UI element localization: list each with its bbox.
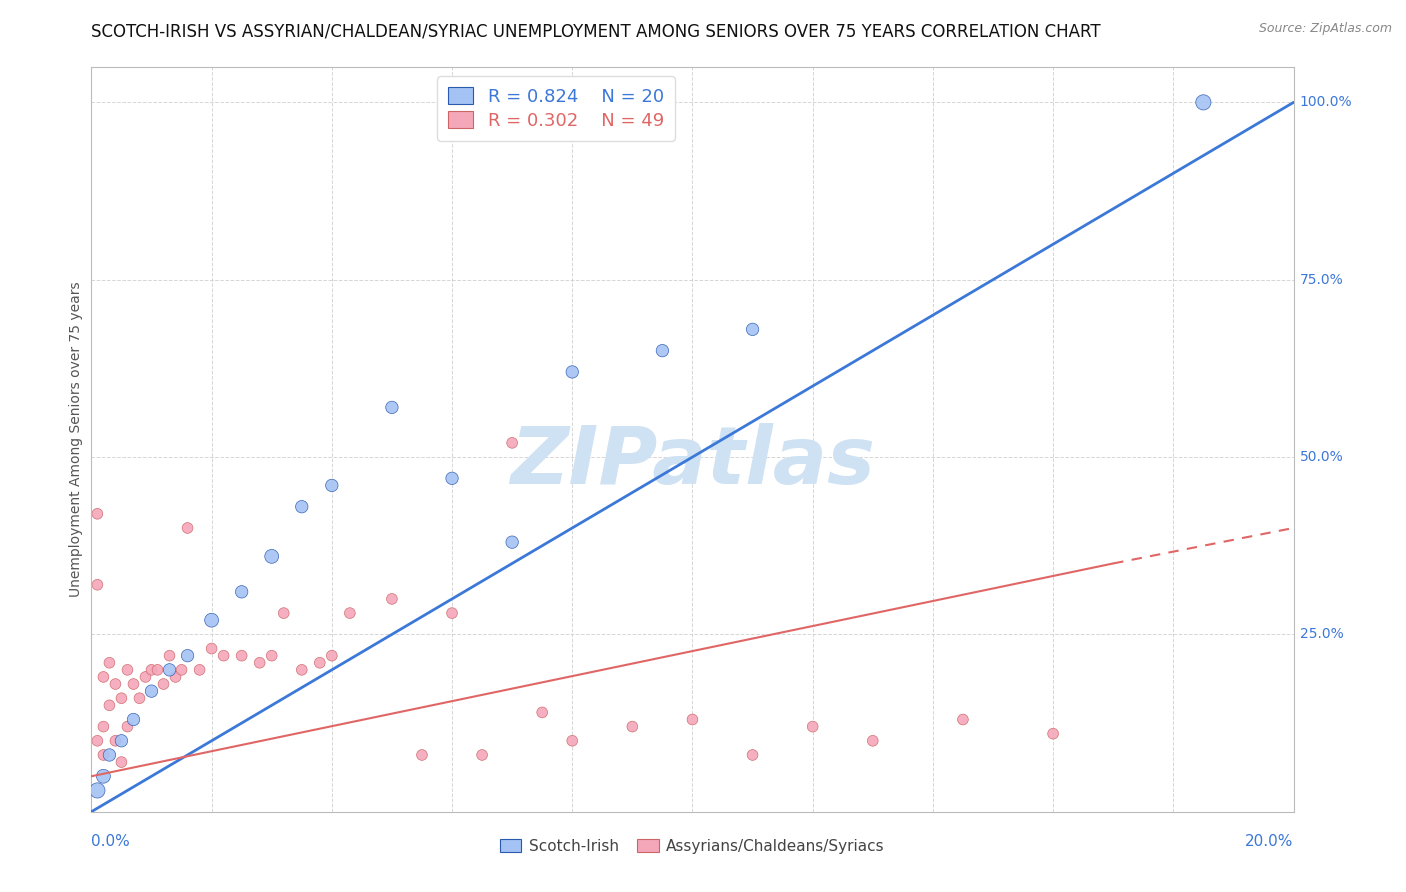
Point [93,720,115,734]
Point [260,549,283,564]
Point [801,720,824,734]
Point [117,663,139,677]
Point [152,677,174,691]
Point [862,733,884,747]
Point [249,656,271,670]
Point [381,401,404,415]
Point [260,648,283,663]
Point [531,706,554,720]
Point [561,733,583,747]
Point [321,478,343,492]
Point [176,648,198,663]
Point [165,670,187,684]
Point [86,733,108,747]
Point [141,663,163,677]
Point [440,471,463,485]
Point [201,641,224,656]
Point [188,663,211,677]
Point [86,783,108,797]
Text: 75.0%: 75.0% [1299,273,1343,286]
Point [86,578,108,592]
Point [159,648,181,663]
Point [1042,727,1064,741]
Text: ZIPatlas: ZIPatlas [510,423,875,500]
Point [381,591,404,606]
Point [1192,95,1215,110]
Point [651,343,673,358]
Point [117,720,139,734]
Point [440,606,463,620]
Text: SCOTCH-IRISH VS ASSYRIAN/CHALDEAN/SYRIAC UNEMPLOYMENT AMONG SENIORS OVER 75 YEAR: SCOTCH-IRISH VS ASSYRIAN/CHALDEAN/SYRIAC… [91,22,1101,40]
Point [681,713,703,727]
Text: 20.0%: 20.0% [1246,834,1294,849]
Point [176,521,198,535]
Point [170,663,193,677]
Text: Source: ZipAtlas.com: Source: ZipAtlas.com [1258,22,1392,36]
Point [201,613,224,627]
Point [741,322,763,336]
Legend: Scotch-Irish, Assyrians/Chaldeans/Syriacs: Scotch-Irish, Assyrians/Chaldeans/Syriac… [494,832,891,860]
Point [339,606,361,620]
Point [741,747,763,762]
Point [110,691,132,706]
Point [501,535,523,549]
Point [952,713,974,727]
Point [128,691,150,706]
Point [86,507,108,521]
Point [98,698,121,713]
Point [110,755,132,769]
Point [411,747,433,762]
Text: 0.0%: 0.0% [91,834,131,849]
Point [122,713,145,727]
Point [212,648,235,663]
Text: 25.0%: 25.0% [1299,627,1343,641]
Point [621,720,644,734]
Point [273,606,295,620]
Point [110,733,132,747]
Point [561,365,583,379]
Point [93,769,115,783]
Point [231,584,253,599]
Point [122,677,145,691]
Point [291,663,314,677]
Point [159,663,181,677]
Point [104,733,127,747]
Point [104,677,127,691]
Y-axis label: Unemployment Among Seniors over 75 years: Unemployment Among Seniors over 75 years [69,282,83,597]
Point [98,656,121,670]
Point [308,656,330,670]
Point [93,747,115,762]
Point [98,747,121,762]
Point [146,663,169,677]
Point [231,648,253,663]
Point [141,684,163,698]
Point [501,435,523,450]
Text: 100.0%: 100.0% [1299,95,1353,110]
Point [93,670,115,684]
Point [471,747,494,762]
Text: 50.0%: 50.0% [1299,450,1343,464]
Point [134,670,156,684]
Point [321,648,343,663]
Point [291,500,314,514]
